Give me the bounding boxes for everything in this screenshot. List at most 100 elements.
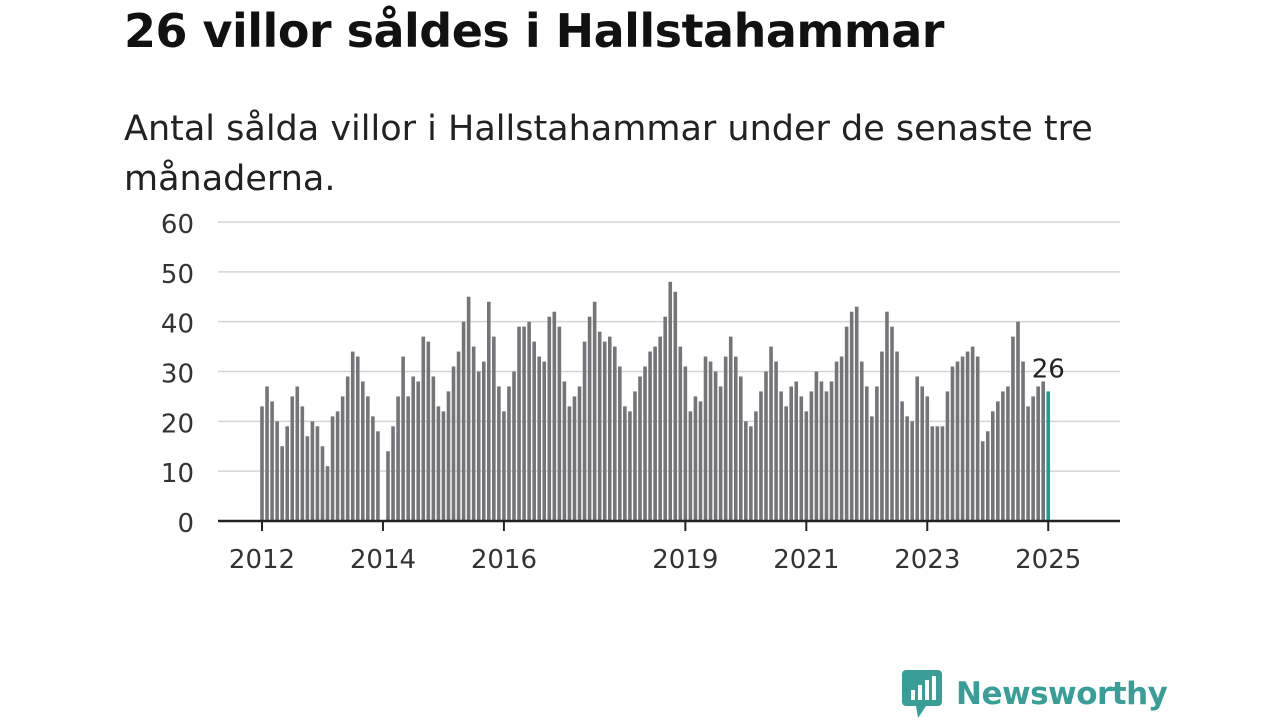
bar-latest bbox=[1046, 391, 1051, 521]
bar bbox=[476, 371, 481, 521]
bar bbox=[310, 421, 315, 521]
x-tick-label: 2014 bbox=[350, 545, 416, 575]
bar bbox=[466, 296, 471, 521]
bar bbox=[572, 396, 577, 521]
bar bbox=[880, 351, 884, 521]
bar bbox=[275, 421, 279, 521]
chart-title: 26 villor såldes i Hallstahammar bbox=[124, 4, 944, 58]
bar bbox=[809, 391, 814, 521]
bar bbox=[668, 281, 673, 521]
bar bbox=[1016, 321, 1020, 521]
bar bbox=[350, 351, 355, 521]
bar bbox=[421, 336, 426, 521]
bar bbox=[824, 391, 829, 521]
bar bbox=[557, 326, 562, 521]
latest-value-label: 26 bbox=[1032, 354, 1065, 384]
bar bbox=[265, 386, 269, 521]
bar bbox=[582, 341, 587, 521]
bar bbox=[260, 406, 264, 521]
x-tick-label: 2021 bbox=[773, 545, 839, 575]
bar bbox=[920, 386, 925, 521]
bar bbox=[875, 386, 879, 521]
bar bbox=[789, 386, 793, 521]
bar bbox=[1006, 386, 1010, 521]
bar bbox=[955, 361, 960, 521]
x-tick-label: 2016 bbox=[471, 545, 537, 575]
bar bbox=[371, 416, 375, 521]
bar bbox=[935, 426, 940, 521]
bar bbox=[779, 391, 783, 521]
bar bbox=[602, 341, 607, 521]
bar bbox=[481, 361, 486, 521]
bar bbox=[1031, 396, 1035, 521]
bar bbox=[623, 406, 627, 521]
bar bbox=[865, 386, 869, 521]
bar bbox=[547, 316, 552, 521]
bar bbox=[416, 381, 421, 521]
bar bbox=[895, 351, 899, 521]
bar bbox=[376, 431, 380, 521]
bar bbox=[305, 436, 310, 521]
bar bbox=[411, 376, 415, 521]
bar bbox=[769, 346, 773, 521]
bar bbox=[431, 376, 436, 521]
bar bbox=[870, 416, 874, 521]
bar bbox=[436, 406, 441, 521]
y-tick-label: 40 bbox=[161, 310, 194, 340]
bar bbox=[900, 401, 904, 521]
bar bbox=[295, 386, 300, 521]
bar bbox=[759, 391, 763, 521]
bar bbox=[315, 426, 320, 521]
y-tick-label: 60 bbox=[161, 210, 194, 240]
bar bbox=[708, 361, 713, 521]
bar bbox=[345, 376, 350, 521]
bar bbox=[794, 381, 799, 521]
bar bbox=[497, 386, 501, 521]
bar bbox=[335, 411, 340, 521]
bar bbox=[834, 361, 839, 521]
bar bbox=[890, 326, 894, 521]
bar bbox=[985, 431, 990, 521]
bar bbox=[502, 411, 506, 521]
bar bbox=[829, 381, 834, 521]
y-tick-label: 20 bbox=[161, 409, 194, 439]
bar bbox=[592, 301, 597, 521]
bar bbox=[366, 396, 370, 521]
newsworthy-logo-icon bbox=[902, 670, 942, 718]
bar bbox=[749, 426, 753, 521]
bar bbox=[930, 426, 935, 521]
bar bbox=[723, 356, 728, 521]
bar bbox=[925, 396, 930, 521]
bar bbox=[270, 401, 274, 521]
bar bbox=[355, 356, 360, 521]
x-tick-label: 2025 bbox=[1015, 545, 1081, 575]
newsworthy-logo-text: Newsworthy bbox=[956, 676, 1168, 712]
bar bbox=[406, 396, 410, 521]
bar bbox=[784, 406, 788, 521]
bar bbox=[991, 411, 995, 521]
bar bbox=[1011, 336, 1015, 521]
bar bbox=[885, 311, 889, 521]
bar bbox=[910, 421, 914, 521]
bar bbox=[673, 291, 678, 521]
bar bbox=[597, 331, 602, 521]
bar bbox=[280, 446, 284, 521]
bar bbox=[607, 336, 612, 521]
bar bbox=[718, 386, 723, 521]
bar bbox=[613, 346, 617, 521]
bar bbox=[487, 301, 491, 521]
bar bbox=[1041, 381, 1045, 521]
bar bbox=[678, 346, 683, 521]
bar bbox=[688, 411, 693, 521]
bar bbox=[426, 341, 431, 521]
bar bbox=[361, 381, 365, 521]
bar bbox=[859, 361, 864, 521]
bar bbox=[471, 346, 476, 521]
bar bbox=[577, 386, 582, 521]
bar bbox=[330, 416, 335, 521]
bar bbox=[854, 306, 859, 521]
bar bbox=[980, 441, 985, 521]
bar bbox=[648, 351, 652, 521]
bar bbox=[733, 356, 738, 521]
